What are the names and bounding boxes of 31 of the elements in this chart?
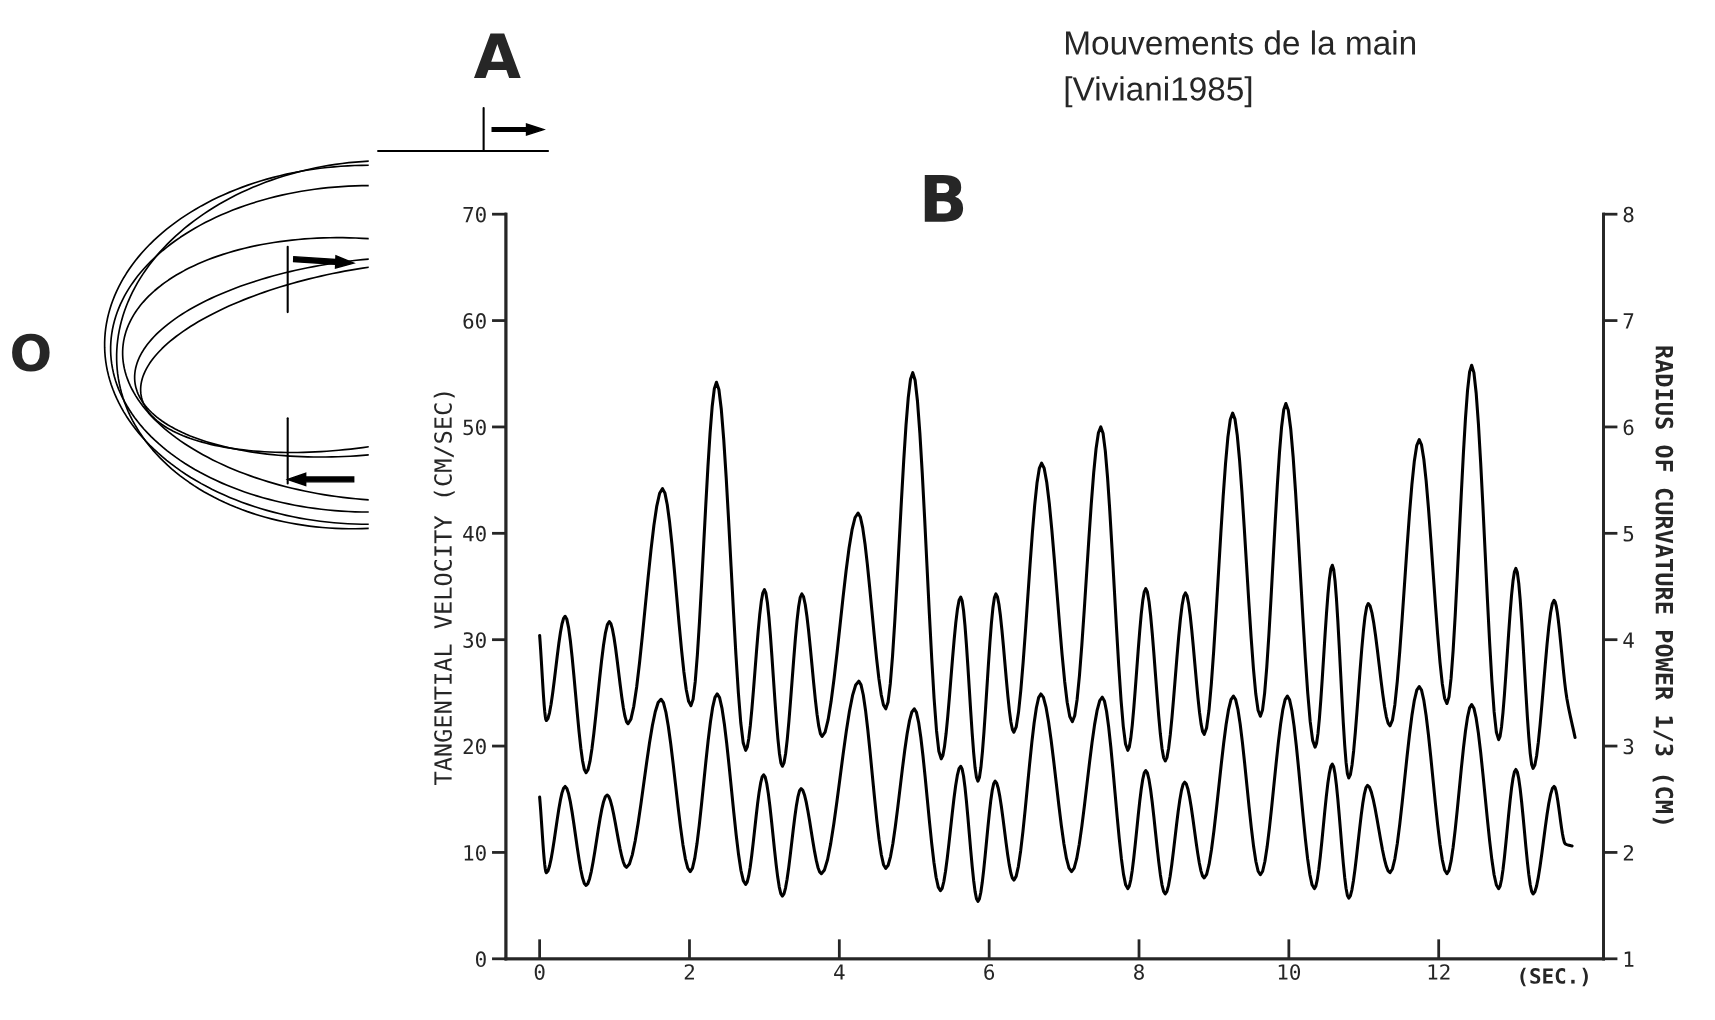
annotation: B <box>924 175 964 222</box>
chart-subtitle: [Viviani1985] <box>1065 76 1252 108</box>
y2-axis-title: RADIUS OF CURVATURE POWER 1/3 (CM) <box>1652 346 1674 824</box>
x-tick-label: 8 <box>1134 964 1144 980</box>
chart-title: Mouvements de la main <box>1066 30 1416 55</box>
y2-tick-label: 5 <box>1623 526 1634 542</box>
y2-tick-label: 6 <box>1623 419 1634 436</box>
y2-tick-label: 8 <box>1623 206 1634 223</box>
x-tick-label: 0 <box>534 964 545 980</box>
y-tick-label: 20 <box>463 738 486 755</box>
y2-tick-label: 3 <box>1623 738 1634 755</box>
text: O <box>12 333 50 372</box>
y-tick-label: 10 <box>464 844 486 861</box>
text: A <box>474 33 521 79</box>
x-tick-label: 4 <box>834 964 845 980</box>
y-tick-label: 30 <box>463 632 486 648</box>
y-tick-label: 60 <box>463 313 486 329</box>
y-tick-label: 70 <box>463 206 486 223</box>
y-tick-label: 0 <box>475 951 486 968</box>
x-tick-label: 10 <box>1278 964 1301 980</box>
x-tick-label: 2 <box>684 964 694 980</box>
y-tick-label: 40 <box>463 525 486 542</box>
y-tick-label: 50 <box>463 419 486 436</box>
x-axis-title: (SEC.) <box>1520 967 1588 987</box>
y2-tick-label: 2 <box>1623 844 1634 861</box>
y2-tick-label: 7 <box>1623 313 1634 329</box>
y-axis-title: TANGENTIAL VELOCITY (CM/SEC) <box>433 392 455 785</box>
y2-tick-label: 4 <box>1623 632 1634 648</box>
x-tick-label: 12 <box>1428 964 1450 980</box>
y2-tick-label: 1 <box>1624 951 1634 967</box>
x-tick-label: 6 <box>984 964 995 980</box>
